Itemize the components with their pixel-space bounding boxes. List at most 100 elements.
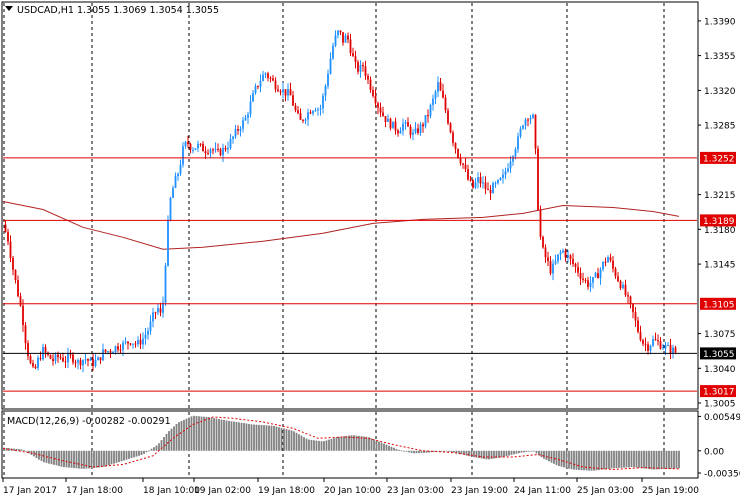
candle-bull (562, 250, 564, 253)
macd-tick-label: -0.00356 (704, 470, 740, 480)
candle-bull (304, 119, 307, 121)
candle-bull (149, 321, 152, 331)
candle-bull (557, 254, 559, 262)
candle-bull (97, 357, 99, 361)
macd-bar (543, 450, 545, 459)
macd-bar (448, 450, 450, 452)
macd-bar (400, 450, 403, 452)
candle-bull (172, 187, 174, 198)
candle-bear (189, 143, 192, 150)
candle-bear (267, 73, 269, 78)
candle-bull (662, 348, 664, 350)
macd-bar (288, 429, 290, 451)
macd-bar (343, 436, 345, 451)
price-tag-label: 1.3189 (703, 217, 735, 227)
candle-bull (504, 171, 507, 175)
candle-bull (252, 93, 254, 102)
candle-bear (534, 114, 537, 149)
macd-bar (273, 426, 275, 451)
candle-bull (507, 168, 509, 172)
macd-bar (345, 435, 348, 451)
candle-bull (512, 156, 514, 162)
candle-bear (284, 89, 287, 96)
macd-bar (375, 440, 378, 451)
candle-bear (34, 366, 37, 368)
candle-bull (259, 81, 262, 87)
macd-bar (540, 450, 543, 458)
macd-bar (238, 422, 240, 451)
macd-bar (125, 450, 128, 460)
candle-bear (469, 179, 472, 181)
macd-bar (455, 450, 458, 454)
macd-bar (320, 441, 323, 451)
candle-bear (224, 147, 227, 150)
macd-bar (183, 419, 185, 451)
macd-bar (470, 450, 473, 457)
macd-signal-line (2, 416, 680, 471)
macd-bar (440, 450, 443, 452)
macd-bar (418, 450, 420, 454)
macd-bar (623, 450, 625, 468)
macd-bar (508, 450, 510, 456)
candle-bear (407, 122, 409, 127)
candle-bull (197, 143, 199, 149)
candle-bull (529, 117, 532, 120)
candle-bull (667, 345, 669, 347)
candle-bull (89, 358, 92, 361)
candle-bear (279, 91, 282, 93)
candle-bear (127, 341, 129, 344)
candle-bear (72, 354, 74, 363)
macd-bar (80, 450, 83, 469)
candle-bull (429, 104, 432, 116)
macd-bar (510, 450, 513, 455)
candle-bear (117, 346, 119, 350)
candle-bear (614, 268, 617, 277)
candle-bull (162, 302, 164, 313)
price-tick-label: 1.3355 (704, 52, 736, 62)
macd-bar (5, 448, 8, 451)
price-tag-1.3189 (700, 214, 736, 227)
macd-bar (675, 450, 678, 469)
candle-bull (174, 176, 177, 188)
macd-bar (620, 450, 623, 468)
candle-bull (359, 65, 362, 72)
candle-bull (254, 85, 257, 94)
macd-bar (115, 450, 118, 463)
macd-bar (210, 417, 213, 451)
candle-bear (349, 39, 352, 54)
macd-bar (325, 440, 328, 451)
candle-bear (572, 258, 574, 264)
candle-bear (527, 119, 529, 121)
candle-bear (539, 210, 542, 237)
candle-bear (487, 189, 489, 191)
macd-bar (150, 448, 153, 451)
macd-bar (120, 450, 123, 462)
candle-bear (134, 343, 137, 345)
macd-bar (270, 425, 273, 451)
candle-bear (364, 66, 367, 76)
chart-menu-triangle-icon[interactable] (5, 6, 13, 11)
macd-bar (28, 450, 30, 454)
macd-bar (215, 418, 218, 451)
candle-bear (619, 281, 622, 289)
macd-bar (223, 420, 225, 451)
candle-bull (589, 282, 592, 287)
macd-bar (75, 450, 78, 469)
macd-bar (253, 424, 255, 451)
macd-bar (25, 450, 28, 452)
candle-bull (494, 183, 497, 185)
candle-bear (309, 112, 312, 114)
candle-bear (29, 356, 32, 364)
candle-bull (192, 149, 194, 151)
candle-bear (237, 129, 239, 131)
time-tick-label: 17 Jan 18:00 (66, 486, 123, 496)
macd-bar (643, 450, 645, 469)
macd-bar (153, 447, 155, 451)
candle-bull (247, 114, 249, 118)
candle-bear (537, 148, 539, 210)
time-tick-label: 19 Jan 18:00 (258, 486, 315, 496)
macd-bar (258, 424, 260, 451)
macd-bar (85, 450, 88, 469)
